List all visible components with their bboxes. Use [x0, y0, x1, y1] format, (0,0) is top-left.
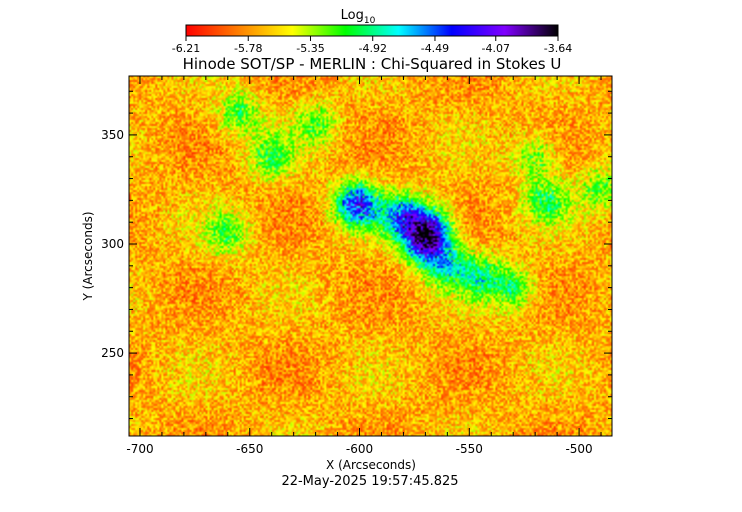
timestamp: 22-May-2025 19:57:45.825	[281, 474, 458, 489]
x-tick-label: -500	[565, 442, 592, 456]
colorbar-tick-label: -6.21	[172, 42, 200, 55]
y-axis-label: Y (Arcseconds)	[81, 211, 95, 301]
y-tick-label: 250	[101, 346, 124, 360]
x-axis-ticks: -700 -650 -600 -550 -500	[126, 76, 602, 456]
plot-frame	[128, 75, 613, 437]
colorbar-tick-label: -4.49	[421, 42, 449, 55]
x-axis-label: X (Arcseconds)	[326, 458, 416, 472]
colorbar-tick-label: -5.78	[234, 42, 262, 55]
x-tick-label: -700	[126, 442, 153, 456]
colorbar-ticks: -6.21 -5.78 -5.35 -4.92 -4.49 -4.07 -3.64	[172, 36, 572, 55]
colorbar-tick-label: -3.64	[544, 42, 572, 55]
x-tick-label: -550	[456, 442, 483, 456]
x-tick-label: -600	[346, 442, 373, 456]
y-tick-label: 300	[101, 237, 124, 251]
heatmap-image	[129, 76, 612, 436]
y-axis-ticks: 250 300 350	[101, 90, 612, 420]
x-tick-label: -650	[236, 442, 263, 456]
colorbar-label: Log10	[341, 8, 376, 26]
colorbar-tick-label: -5.35	[296, 42, 324, 55]
colorbar-tick-label: -4.92	[358, 42, 386, 55]
colorbar-tick-label: -4.07	[482, 42, 510, 55]
plot-area	[128, 75, 613, 437]
chart-title: Hinode SOT/SP - MERLIN : Chi-Squared in …	[183, 55, 562, 73]
y-tick-label: 350	[101, 128, 124, 142]
colorbar	[185, 24, 559, 37]
